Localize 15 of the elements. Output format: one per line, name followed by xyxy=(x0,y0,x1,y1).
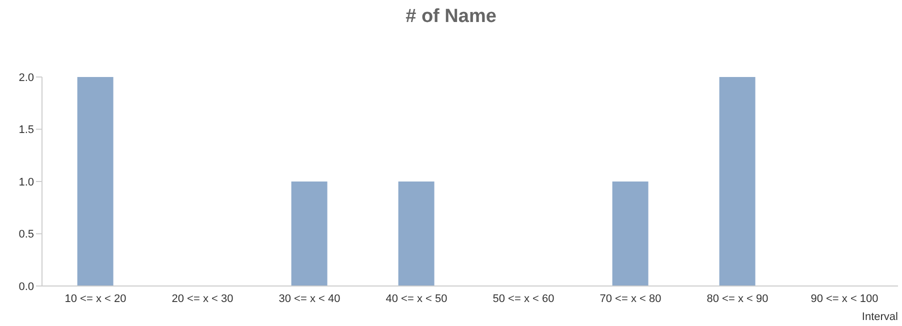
y-tick-label: 0.5 xyxy=(18,228,34,241)
x-tick-label: 40 <= x < 50 xyxy=(386,292,448,305)
x-tick-label: 80 <= x < 90 xyxy=(706,292,768,305)
x-axis-title: Interval xyxy=(862,311,898,323)
x-tick-label: 20 <= x < 30 xyxy=(172,292,234,305)
x-tick-label: 10 <= x < 20 xyxy=(64,292,126,305)
y-tick-label: 0.0 xyxy=(18,280,34,293)
y-tick-label: 1.5 xyxy=(18,124,34,136)
chart-title: # of Name xyxy=(404,6,498,29)
y-tick-label: 1.0 xyxy=(18,176,34,188)
x-tick-label: 70 <= x < 80 xyxy=(600,292,662,305)
x-tick-label: 50 <= x < 60 xyxy=(492,292,554,305)
y-tick-label: 2.0 xyxy=(18,72,34,84)
x-tick-label: 90 <= x < 100 xyxy=(810,292,878,305)
x-tick-label: 30 <= x < 40 xyxy=(278,292,340,305)
